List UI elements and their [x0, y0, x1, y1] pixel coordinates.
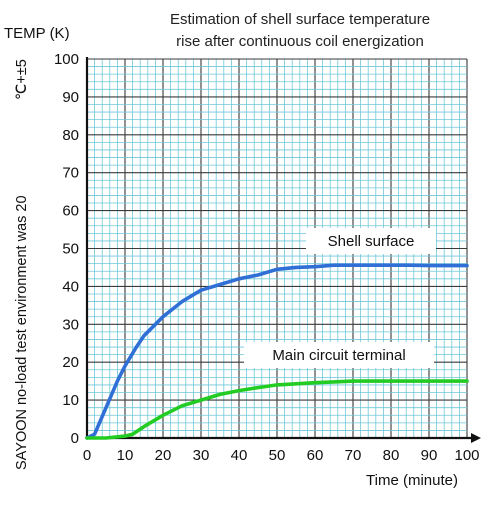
plot-grid: [86, 58, 468, 439]
y-tick-label: 0: [71, 430, 79, 447]
series-group: [85, 263, 469, 440]
annotation-box: [244, 342, 434, 368]
y-tick-label: 40: [62, 278, 79, 295]
series-line-shell-surface: [85, 263, 469, 440]
y-tick-label: 100: [54, 51, 79, 68]
side-note: SAYOON no-load test environment was 20: [14, 195, 30, 470]
chart-title-line1: Estimation of shell surface temperature: [170, 11, 430, 28]
annotation-label: Main circuit terminal: [272, 347, 405, 364]
y-tick-label: 20: [62, 354, 79, 371]
annotation-box: [306, 228, 436, 254]
y-tick-label: 10: [62, 392, 79, 409]
x-tick-label: 60: [307, 447, 324, 464]
x-tick-label: 100: [454, 447, 479, 464]
y-tick-label: 90: [62, 89, 79, 106]
y-tick-label: 70: [62, 165, 79, 182]
x-axis-arrow: [471, 433, 481, 443]
x-axis-label: Time (minute): [366, 472, 458, 489]
y-tick-label: 30: [62, 316, 79, 333]
tick-labels: 0 10 20 30 40 50 60 70 80 90 100 0 10 20 30 40 50 60 70 80 9…: [54, 51, 480, 464]
x-tick-label: 50: [269, 447, 286, 464]
x-tick-label: 10: [117, 447, 134, 464]
x-tick-label: 20: [155, 447, 172, 464]
x-tick-label: 40: [231, 447, 248, 464]
annotation-label: Shell surface: [328, 233, 415, 250]
y-axis-label: TEMP (K): [4, 25, 70, 42]
x-tick-label: 70: [345, 447, 362, 464]
side-note-unit: ℃+±5: [14, 59, 30, 100]
y-tick-label: 60: [62, 203, 79, 220]
chart-title-line2: rise after continuous coil energization: [176, 33, 424, 50]
x-tick-label: 90: [421, 447, 438, 464]
y-tick-label: 80: [62, 127, 79, 144]
y-tick-label: 50: [62, 241, 79, 258]
x-tick-label: 0: [83, 447, 91, 464]
x-tick-label: 80: [383, 447, 400, 464]
plot-axes: [85, 57, 481, 443]
series-line-main-circuit-terminal: [85, 379, 469, 440]
annotations: Shell surface Main circuit terminal: [244, 228, 436, 368]
x-tick-label: 30: [193, 447, 210, 464]
